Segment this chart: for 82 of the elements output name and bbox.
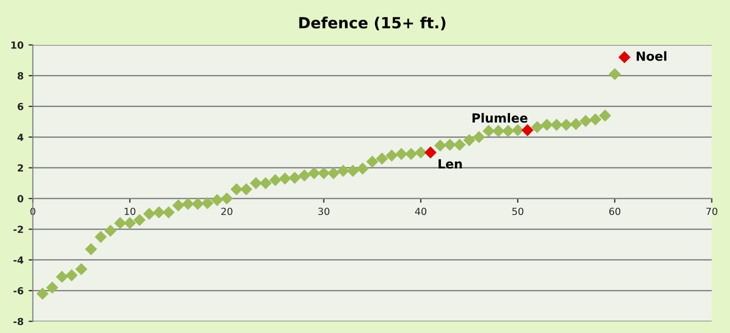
point — [424, 146, 437, 158]
point — [414, 146, 427, 158]
point — [434, 139, 446, 152]
x-tick-label: 60 — [609, 208, 620, 216]
y-tick-label: 0 — [18, 194, 24, 202]
point — [346, 164, 359, 177]
point — [366, 156, 378, 168]
y-tick-label: -2 — [14, 226, 23, 233]
y-tick-label: 6 — [18, 102, 24, 110]
point — [580, 114, 592, 128]
annotation: Len — [438, 159, 462, 169]
point — [550, 118, 563, 131]
x-tick-label: 50 — [512, 208, 524, 216]
point — [143, 208, 156, 220]
point — [482, 124, 495, 137]
annotation: Noel — [636, 51, 666, 61]
y-tick-label: -8 — [14, 318, 24, 326]
point — [608, 68, 621, 80]
point — [192, 198, 204, 210]
point — [599, 110, 612, 122]
point — [182, 198, 194, 210]
point — [220, 192, 233, 205]
point — [260, 177, 272, 190]
x-tick-label: 40 — [415, 208, 426, 216]
point — [589, 113, 602, 126]
point — [240, 183, 252, 196]
y-tick-label: 2 — [18, 164, 23, 172]
point — [492, 124, 504, 137]
point — [162, 206, 175, 218]
y-tick-label: 8 — [18, 72, 24, 80]
point — [124, 217, 136, 230]
point — [201, 197, 214, 210]
point — [395, 148, 408, 160]
annotation: Plumlee — [472, 113, 528, 123]
point — [512, 124, 524, 136]
point — [318, 167, 330, 180]
point — [463, 134, 476, 146]
x-tick-label: 10 — [124, 208, 136, 216]
point — [133, 214, 146, 226]
point — [405, 148, 418, 160]
point — [114, 217, 126, 230]
point — [288, 172, 301, 184]
point — [250, 177, 262, 190]
point — [444, 138, 456, 151]
point — [36, 288, 49, 300]
point — [521, 124, 534, 136]
point — [502, 124, 514, 137]
point — [66, 269, 78, 282]
point — [84, 243, 98, 256]
point — [278, 172, 292, 185]
point — [172, 199, 184, 212]
point — [386, 149, 398, 162]
point — [269, 174, 282, 186]
point — [211, 194, 224, 206]
x-tick-label: 30 — [318, 208, 330, 216]
y-tick-label: 4 — [17, 134, 24, 141]
point — [618, 51, 631, 64]
y-tick-label: 10 — [11, 41, 24, 49]
point — [327, 167, 340, 180]
point — [104, 224, 116, 237]
x-tick-label: 70 — [706, 208, 718, 216]
point — [540, 118, 553, 131]
point — [152, 206, 165, 218]
point — [337, 164, 350, 177]
y-tick-label: -4 — [14, 256, 24, 264]
point — [531, 121, 544, 134]
point — [376, 152, 388, 165]
point — [298, 169, 310, 182]
point — [46, 282, 58, 294]
point — [356, 162, 369, 175]
point — [570, 118, 582, 130]
point — [230, 183, 243, 196]
chart-title: Defence (15+ ft.) — [299, 16, 446, 30]
point — [94, 230, 107, 243]
x-tick-label: 20 — [221, 208, 232, 216]
point — [308, 167, 320, 180]
point — [472, 131, 486, 144]
point — [75, 263, 88, 276]
y-tick-label: -6 — [14, 287, 24, 294]
point — [454, 138, 466, 151]
point — [56, 270, 68, 283]
point — [560, 118, 572, 131]
